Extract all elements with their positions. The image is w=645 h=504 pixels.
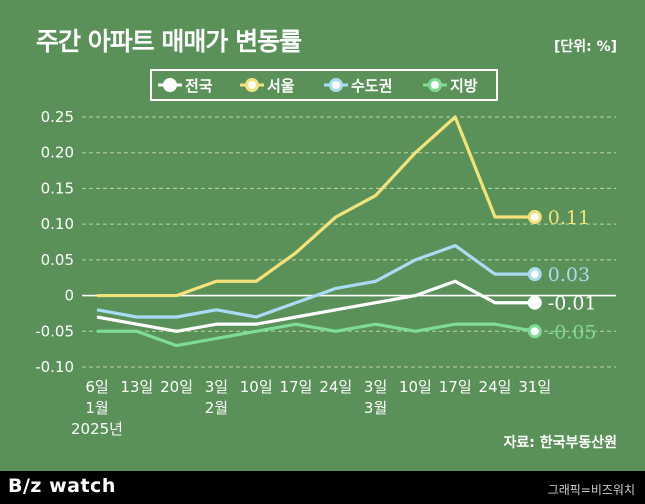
end-marker-regional (527, 324, 542, 339)
y-tick-label: 0 (64, 287, 74, 305)
chart-title: 주간 아파트 매매가 변동률 (36, 27, 302, 56)
x-axis-ticks: 6일 1월 2025년 13일 20일 3일 2월 10일 17일 24일 3일 3월 10일 17일 24… (71, 378, 551, 438)
legend-label-metro: 수도권 (351, 77, 392, 95)
x-tick-day: 17일 (439, 378, 472, 396)
x-tick-day: 20일 (160, 378, 193, 396)
legend-marker-seoul (245, 78, 259, 92)
end-label-metro: 0.03 (548, 264, 590, 286)
unit-label: [단위: %] (553, 39, 617, 55)
y-tick-label: 0.10 (41, 215, 74, 233)
series-line-metro (96, 243, 535, 319)
x-tick-day: 24일 (479, 378, 512, 396)
legend-label-seoul: 서울 (267, 77, 295, 95)
x-tick-month: 2월 (205, 399, 228, 417)
series-line-regional (97, 322, 536, 348)
y-tick-label: 0.25 (41, 108, 74, 126)
end-marker-metro (527, 267, 542, 282)
end-marker-seoul (527, 210, 542, 224)
x-tick-day: 24일 (319, 378, 352, 396)
y-tick-label: 0.05 (41, 251, 74, 269)
x-tick-day: 17일 (280, 378, 313, 396)
x-tick-day: 3일 (205, 378, 228, 396)
x-tick-day: 10일 (399, 378, 432, 396)
end-labels: -0.01 0.11 0.03 -0.05 (548, 207, 597, 343)
legend-marker-national (163, 78, 177, 92)
bizwatch-logo: B/z watch (8, 475, 116, 497)
legend: 전국 서울 수도권 지방 (158, 77, 478, 95)
legend-marker-regional (428, 78, 442, 92)
legend-marker-metro (329, 78, 343, 92)
y-tick-label: -0.10 (35, 358, 74, 376)
end-label-seoul: 0.11 (548, 207, 590, 229)
footer-bar: B/z watch 그래픽=비즈워치 (0, 471, 645, 504)
y-tick-label: 0.15 (41, 179, 74, 197)
x-tick-day: 3일 (364, 378, 387, 396)
series-lines (96, 115, 542, 348)
legend-label-national: 전국 (185, 77, 213, 95)
x-tick-month: 1월 (85, 399, 108, 417)
graphic-credit: 그래픽=비즈워치 (547, 483, 635, 497)
legend-label-regional: 지방 (450, 77, 478, 95)
end-label-national: -0.01 (548, 293, 597, 315)
x-tick-day: 10일 (240, 378, 273, 396)
x-tick-month: 3월 (364, 399, 387, 417)
series-line-national (96, 279, 535, 333)
series-line-seoul (97, 115, 535, 298)
x-tick-day: 13일 (120, 378, 153, 396)
source-note: 자료: 한국부동산원 (503, 435, 617, 451)
y-tick-label: 0.20 (41, 144, 74, 162)
x-tick-day: 31일 (518, 378, 551, 396)
y-tick-label: -0.05 (35, 322, 74, 340)
x-tick-year: 2025년 (71, 420, 123, 438)
end-label-regional: -0.05 (548, 321, 597, 343)
y-axis-ticks: 0.25 0.20 0.15 0.10 0.05 0 -0.05 -0.10 (35, 108, 74, 376)
x-tick-day: 6일 (85, 378, 108, 396)
line-chart: 전국 서울 수도권 지방 0.25 0.20 0.15 0.10 0.05 0 -0.05 -0.1… (35, 69, 616, 438)
end-marker-national (527, 295, 542, 310)
